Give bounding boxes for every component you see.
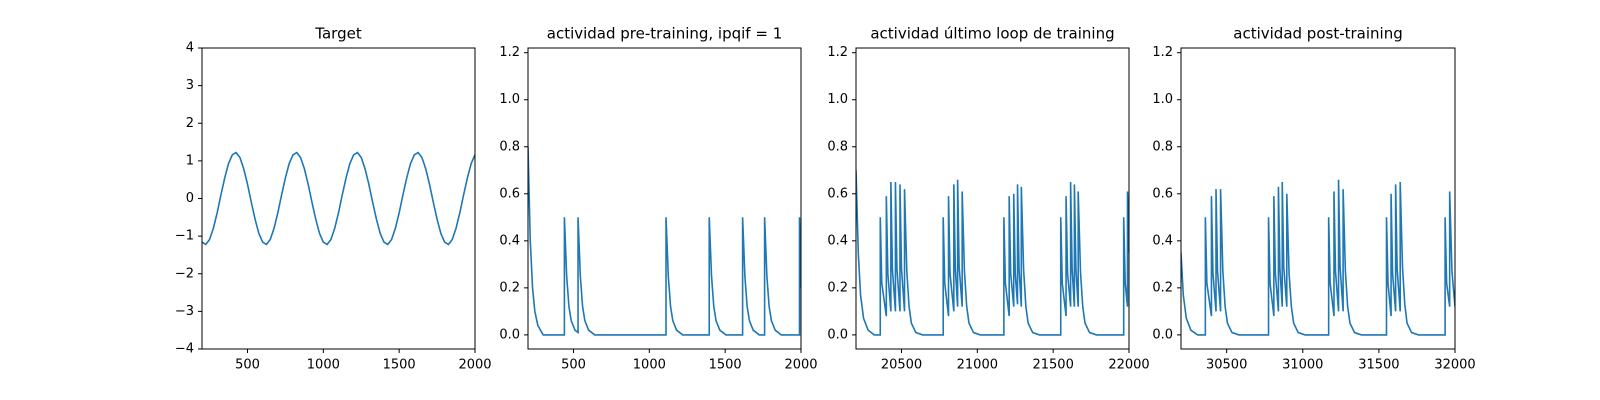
y-tick-label: 2 [186,116,194,131]
y-tick-label: 0.8 [499,139,520,154]
y-tick-label: −2 [175,266,194,281]
y-tick-label: 0.0 [827,327,848,342]
subplot-title: actividad post-training [1233,25,1402,43]
x-tick-label: 32000 [1434,358,1475,373]
x-tick-label: 2000 [784,358,817,373]
y-tick-label: 1.0 [1152,92,1173,107]
data-line [856,170,1129,336]
y-tick-label: 0.6 [1152,186,1173,201]
y-tick-label: 3 [186,78,194,93]
y-tick-label: 1.0 [827,92,848,107]
y-tick-label: 1.0 [499,92,520,107]
y-tick-label: 0 [186,191,194,206]
y-tick-label: 0.6 [827,186,848,201]
x-tick-label: 22000 [1108,358,1149,373]
subplot: actividad último loop de training 20500 21… [827,25,1149,373]
y-tick-label: −4 [175,342,194,357]
y-tick-label: 0.2 [499,280,520,295]
x-tick-label: 500 [561,358,586,373]
x-tick-label: 30500 [1206,358,1247,373]
y-tick-label: 0.0 [1152,327,1173,342]
y-tick-label: 0.4 [827,233,848,248]
subplot: Target 500 1000 1500 2000 −4 −3 −2 −1 0 1 2 3 4 [175,25,492,373]
x-tick-label: 500 [235,358,260,373]
x-tick-label: 1500 [709,358,742,373]
y-tick-label: 1 [186,153,194,168]
y-tick-label: 0.8 [1152,139,1173,154]
data-line [1181,179,1455,336]
axes-frame [855,47,1130,350]
y-tick-label: 1.2 [827,45,848,60]
y-tick-label: −1 [175,229,194,244]
y-tick-label: −3 [175,304,194,319]
y-tick-label: 0.0 [499,327,520,342]
axes-frame [527,47,802,350]
x-tick-label: 31500 [1358,358,1399,373]
x-tick-label: 1000 [307,358,340,373]
data-line [202,151,475,246]
y-tick-label: 0.2 [827,280,848,295]
y-tick-label: 4 [186,41,194,56]
x-tick-label: 1500 [383,358,416,373]
y-tick-label: 1.2 [1152,45,1173,60]
data-line [528,146,801,336]
y-tick-label: 0.8 [827,139,848,154]
y-tick-label: 0.2 [1152,280,1173,295]
y-tick-label: 0.4 [499,233,520,248]
y-tick-label: 0.4 [1152,233,1173,248]
x-tick-label: 1000 [633,358,666,373]
x-tick-label: 31000 [1282,358,1323,373]
subplot-title: actividad último loop de training [870,25,1114,43]
x-tick-label: 2000 [458,358,491,373]
subplot: actividad pre-training, ipqif = 1 500 1000… [499,25,817,373]
x-tick-label: 21500 [1032,358,1073,373]
y-tick-label: 0.6 [499,186,520,201]
subplot-title: Target [314,25,362,43]
axes-frame [201,47,476,350]
subplot-title: actividad pre-training, ipqif = 1 [547,25,783,43]
x-tick-label: 21000 [957,358,998,373]
y-tick-label: 1.2 [499,45,520,60]
axes-frame [1180,47,1456,350]
x-tick-label: 20500 [881,358,922,373]
subplot: actividad post-training 30500 31000 31500 32… [1152,25,1475,373]
